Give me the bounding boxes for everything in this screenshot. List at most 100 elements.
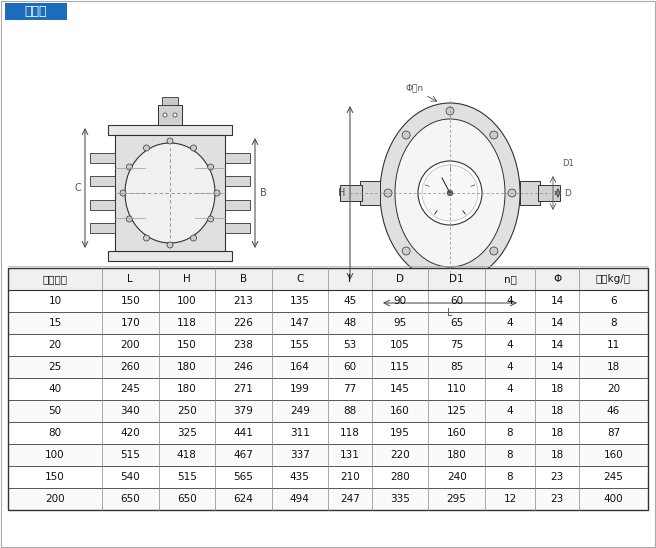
Text: 624: 624 <box>234 494 253 504</box>
Bar <box>5 3 67 20</box>
Text: 145: 145 <box>390 384 410 394</box>
Text: 110: 110 <box>447 384 466 394</box>
Text: 77: 77 <box>343 384 357 394</box>
Bar <box>8 444 648 466</box>
Text: 4: 4 <box>506 384 513 394</box>
Bar <box>8 488 648 510</box>
Circle shape <box>208 216 214 222</box>
Circle shape <box>384 189 392 197</box>
Text: B: B <box>239 274 247 284</box>
Text: 340: 340 <box>121 406 140 416</box>
Bar <box>8 400 648 422</box>
Text: 100: 100 <box>45 450 65 460</box>
Text: L: L <box>447 308 453 318</box>
Text: 铸铁型: 铸铁型 <box>25 5 47 18</box>
Text: I: I <box>348 274 352 284</box>
Bar <box>8 312 648 334</box>
Bar <box>8 290 648 312</box>
Text: 467: 467 <box>234 450 253 460</box>
Text: 100: 100 <box>177 296 197 306</box>
Text: 147: 147 <box>290 318 310 328</box>
Bar <box>8 466 648 488</box>
Text: C: C <box>296 274 304 284</box>
Text: 53: 53 <box>343 340 357 350</box>
Circle shape <box>144 145 150 151</box>
Text: 135: 135 <box>290 296 310 306</box>
Text: 公称通径: 公称通径 <box>43 274 68 284</box>
Text: 8: 8 <box>610 318 617 328</box>
Text: 226: 226 <box>234 318 253 328</box>
Text: 565: 565 <box>234 472 253 482</box>
Text: 150: 150 <box>121 296 140 306</box>
Text: 46: 46 <box>607 406 620 416</box>
Circle shape <box>190 145 197 151</box>
Text: 515: 515 <box>121 450 140 460</box>
Text: 164: 164 <box>290 362 310 372</box>
Text: 重量kg/台: 重量kg/台 <box>596 274 631 284</box>
Text: 220: 220 <box>390 450 410 460</box>
Bar <box>340 185 362 201</box>
Text: 4: 4 <box>506 340 513 350</box>
Text: 4: 4 <box>506 406 513 416</box>
Text: 150: 150 <box>177 340 197 350</box>
Text: 85: 85 <box>450 362 463 372</box>
Bar <box>8 356 648 378</box>
Text: 280: 280 <box>390 472 410 482</box>
Circle shape <box>163 113 167 117</box>
Text: 48: 48 <box>343 318 357 328</box>
Text: 8: 8 <box>506 450 513 460</box>
Circle shape <box>446 107 454 115</box>
Text: 11: 11 <box>607 340 620 350</box>
Text: 246: 246 <box>234 362 253 372</box>
Text: 88: 88 <box>343 406 357 416</box>
Text: 260: 260 <box>121 362 140 372</box>
Circle shape <box>190 235 197 241</box>
Text: 10: 10 <box>49 296 62 306</box>
Bar <box>90 223 115 233</box>
Text: 90: 90 <box>394 296 407 306</box>
Text: 435: 435 <box>290 472 310 482</box>
Text: 195: 195 <box>390 428 410 438</box>
Text: 15: 15 <box>49 318 62 328</box>
Text: 25: 25 <box>49 362 62 372</box>
Circle shape <box>120 190 126 196</box>
Text: 14: 14 <box>550 296 564 306</box>
Text: 14: 14 <box>550 318 564 328</box>
Text: 18: 18 <box>550 450 564 460</box>
Text: 23: 23 <box>550 472 564 482</box>
Text: 87: 87 <box>607 428 620 438</box>
Bar <box>8 422 648 444</box>
Circle shape <box>402 247 410 255</box>
Text: 200: 200 <box>45 494 65 504</box>
Text: 250: 250 <box>177 406 197 416</box>
Bar <box>115 135 225 251</box>
Circle shape <box>446 271 454 279</box>
Text: 160: 160 <box>604 450 623 460</box>
Text: 40: 40 <box>49 384 62 394</box>
Text: 60: 60 <box>343 362 356 372</box>
Text: 150: 150 <box>45 472 65 482</box>
Text: 650: 650 <box>177 494 197 504</box>
Bar <box>8 268 648 290</box>
Bar <box>225 176 250 186</box>
Bar <box>158 105 182 125</box>
Bar <box>8 334 648 356</box>
Circle shape <box>402 131 410 139</box>
Text: 400: 400 <box>604 494 623 504</box>
Text: Φ: Φ <box>553 274 561 284</box>
Text: 18: 18 <box>550 428 564 438</box>
Circle shape <box>167 242 173 248</box>
Text: 20: 20 <box>607 384 620 394</box>
Bar <box>8 268 648 510</box>
Text: 105: 105 <box>390 340 410 350</box>
Text: 60: 60 <box>450 296 463 306</box>
Circle shape <box>422 165 478 221</box>
Text: 12: 12 <box>503 494 516 504</box>
Text: 420: 420 <box>121 428 140 438</box>
Text: 238: 238 <box>234 340 253 350</box>
Bar <box>108 125 232 135</box>
Bar <box>225 153 250 163</box>
Text: 118: 118 <box>340 428 360 438</box>
Circle shape <box>144 235 150 241</box>
Text: H: H <box>338 188 346 198</box>
